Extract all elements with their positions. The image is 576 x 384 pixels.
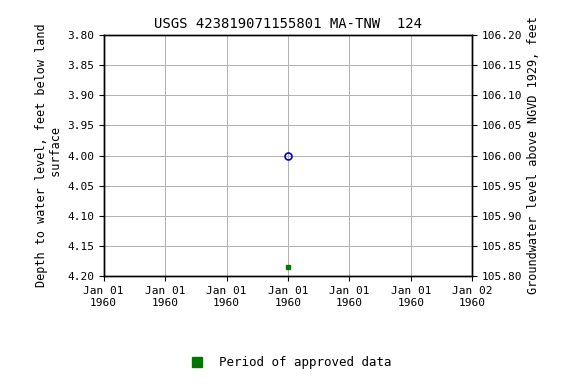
Y-axis label: Depth to water level, feet below land
 surface: Depth to water level, feet below land su…	[35, 24, 63, 287]
Legend: Period of approved data: Period of approved data	[179, 351, 397, 374]
Title: USGS 423819071155801 MA-TNW  124: USGS 423819071155801 MA-TNW 124	[154, 17, 422, 31]
Y-axis label: Groundwater level above NGVD 1929, feet: Groundwater level above NGVD 1929, feet	[526, 17, 540, 295]
